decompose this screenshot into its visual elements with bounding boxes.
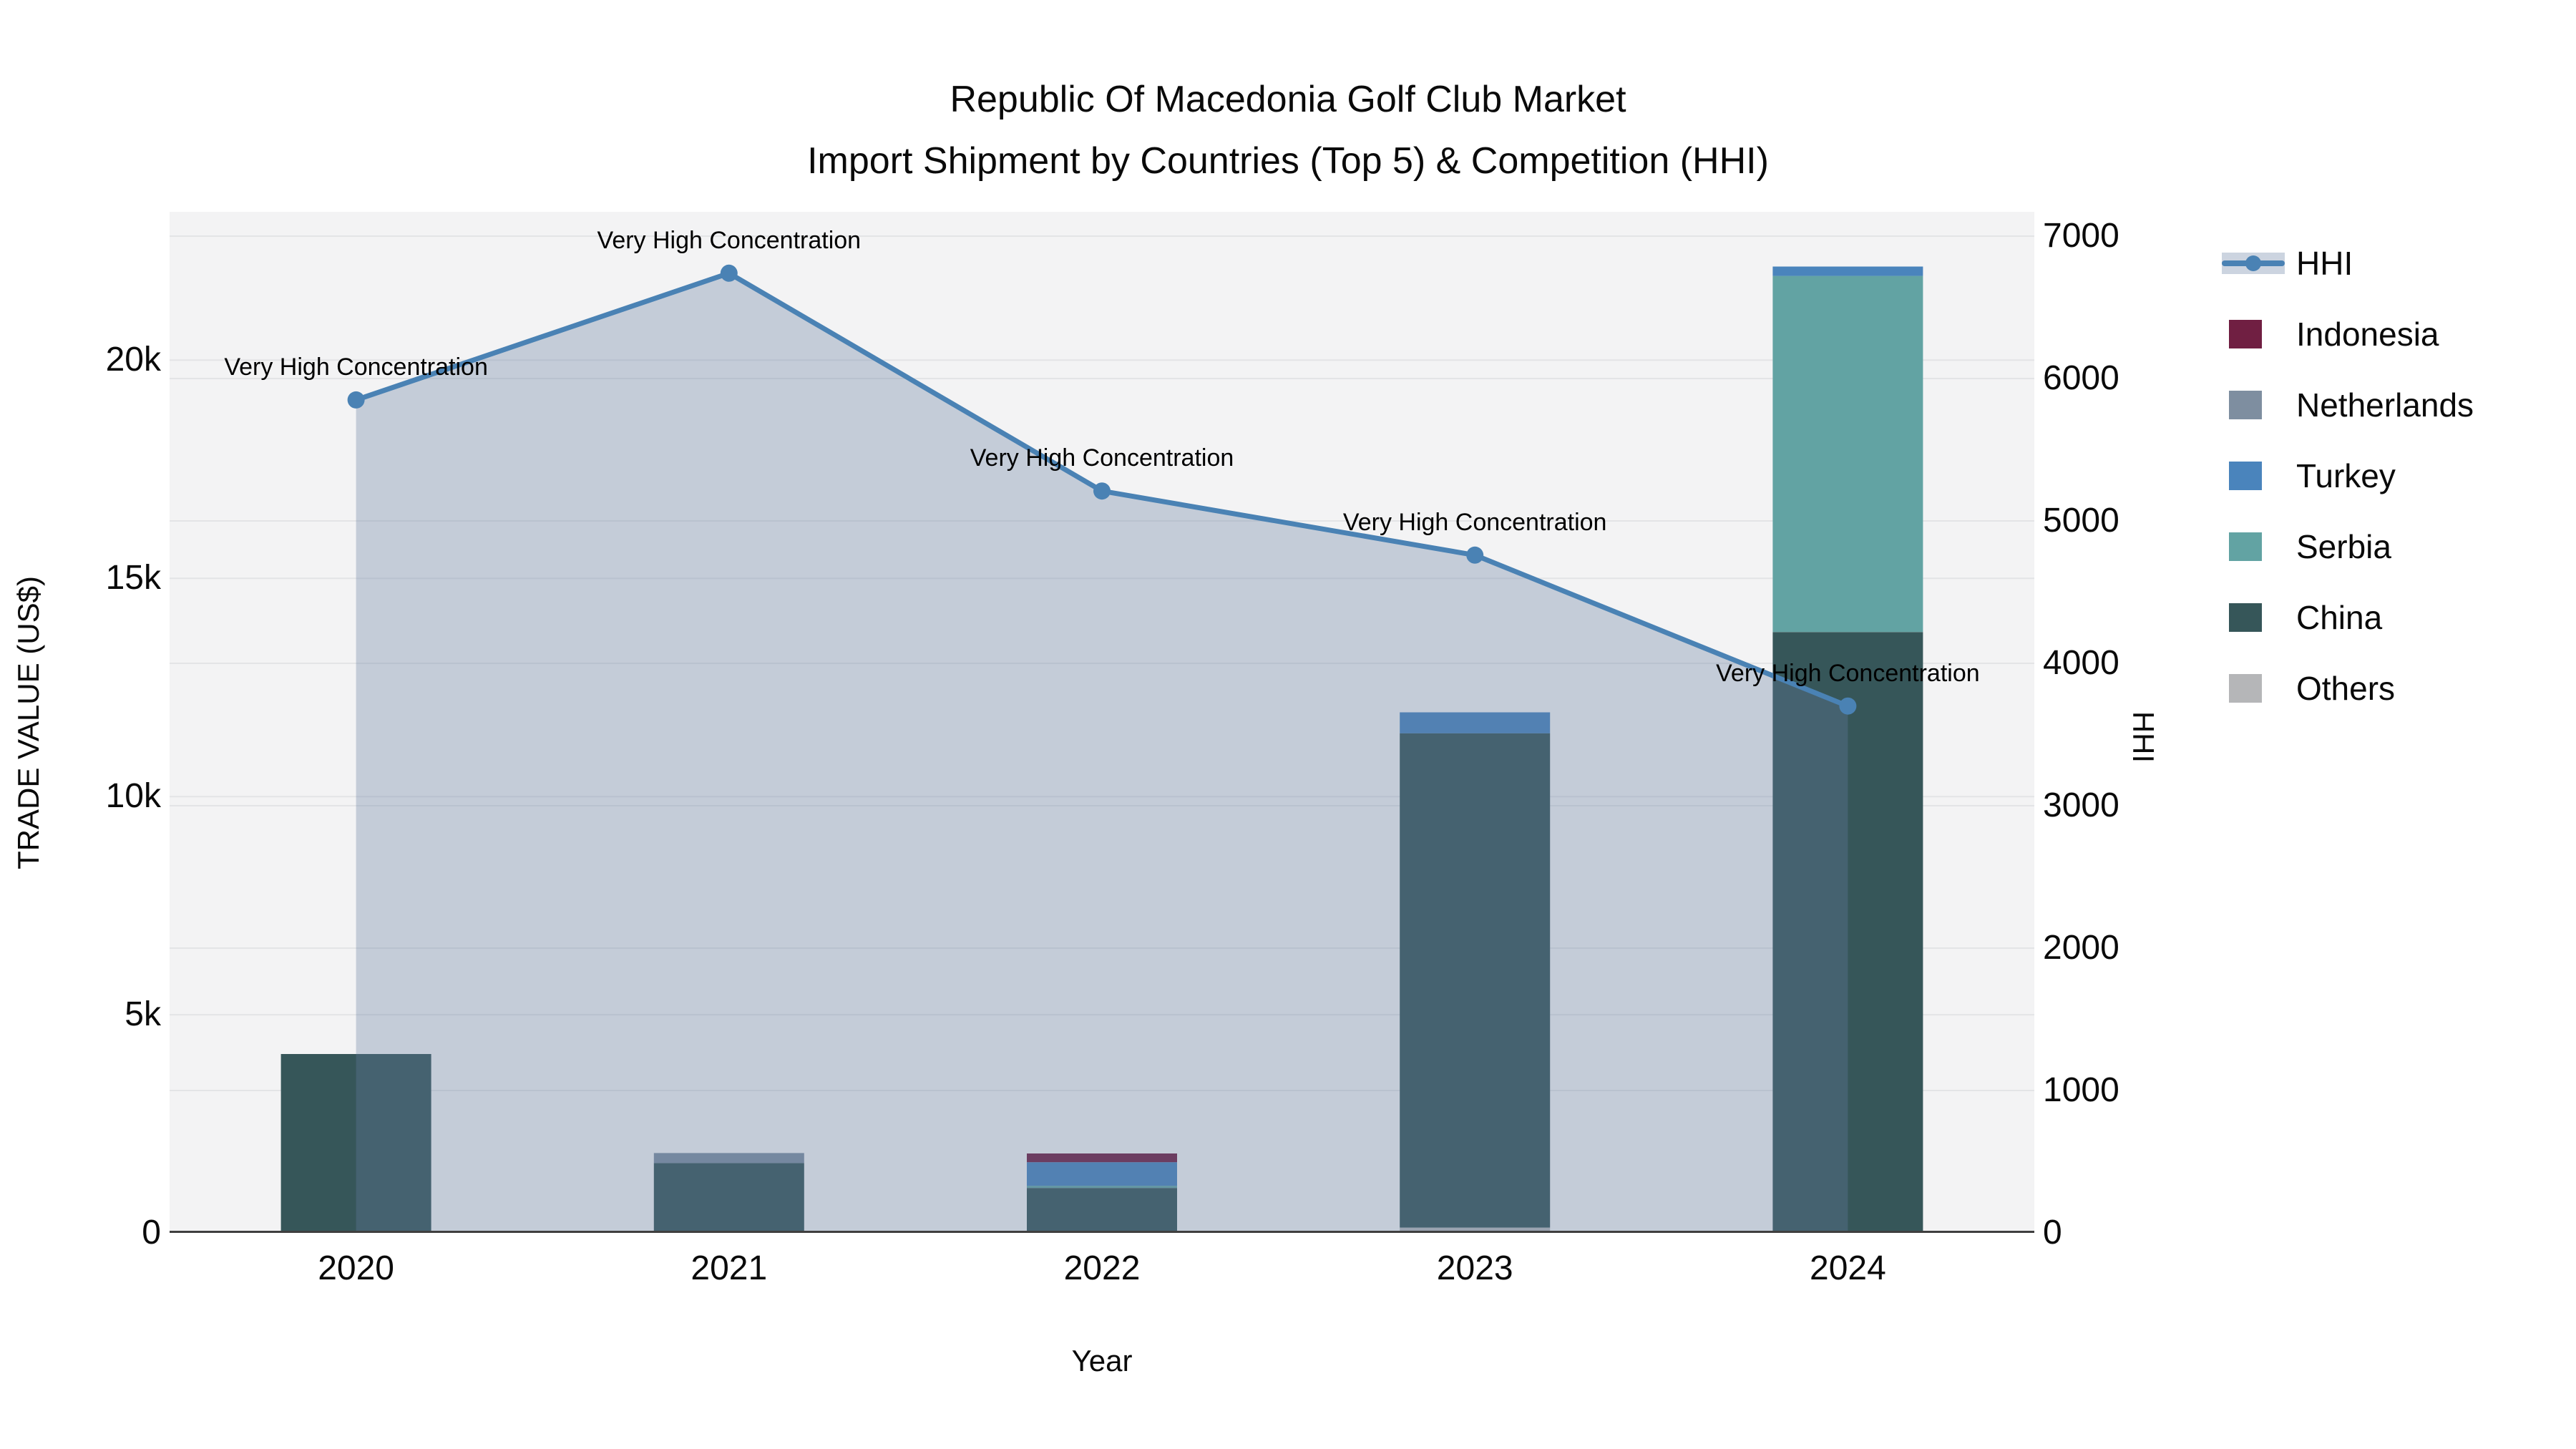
x-tick-2020: 2020 — [318, 1249, 394, 1287]
china-swatch-icon — [2222, 601, 2288, 634]
annotation-2020: Very High Concentration — [224, 353, 488, 381]
hhi-marker-glyph — [2245, 255, 2261, 271]
annotation-2022: Very High Concentration — [970, 444, 1234, 472]
legend-label-others: Others — [2296, 669, 2396, 707]
china-color-box — [2229, 602, 2262, 632]
chart-title-line1: Republic Of Macedonia Golf Club Market — [950, 79, 1626, 120]
indonesia-color-box — [2229, 319, 2262, 348]
legend-label-indonesia: Indonesia — [2296, 315, 2439, 353]
left-tick-15k: 15k — [105, 559, 161, 597]
bar-segment-china-2022[interactable] — [1027, 1188, 1177, 1233]
right-tick-4000: 4000 — [2043, 644, 2119, 683]
bar-segment-turkey-2022[interactable] — [1027, 1162, 1177, 1186]
annotation-2021: Very High Concentration — [597, 226, 862, 254]
bar-segment-turkey-2024[interactable] — [1772, 266, 1923, 276]
legend-label-turkey: Turkey — [2296, 457, 2396, 494]
hhi-area-fill — [356, 273, 1848, 1233]
legend-item-hhi[interactable]: HHI — [2222, 228, 2565, 298]
x-tick-2022: 2022 — [1063, 1249, 1141, 1287]
bar-segment-netherlands-2021[interactable] — [653, 1153, 804, 1163]
indonesia-swatch-icon — [2222, 318, 2288, 351]
legend-item-others[interactable]: Others — [2222, 653, 2565, 723]
x-tick-2023: 2023 — [1436, 1249, 1513, 1287]
bar-segment-china-2024[interactable] — [1772, 632, 1923, 1233]
legend: HHI Indonesia Netherlands Turkey Serbia China… — [2222, 228, 2565, 723]
x-axis-title: Year — [1071, 1344, 1133, 1377]
bar-segment-china-2020[interactable] — [280, 1054, 431, 1233]
legend-item-indonesia[interactable]: Indonesia — [2222, 298, 2565, 369]
left-tick-0: 0 — [142, 1214, 161, 1252]
hhi-marker-2023[interactable] — [1466, 546, 1484, 564]
right-tick-6000: 6000 — [2043, 359, 2119, 398]
hhi-marker-2024[interactable] — [1839, 697, 1857, 715]
plot-canvas — [170, 235, 2034, 1233]
x-tick-2024: 2024 — [1810, 1249, 1886, 1287]
right-tick-7000: 7000 — [2043, 217, 2119, 255]
bar-segment-china-2021[interactable] — [653, 1163, 804, 1233]
x-tick-2021: 2021 — [691, 1249, 768, 1287]
others-swatch-icon — [2222, 672, 2288, 705]
bar-segment-turkey-2023[interactable] — [1400, 712, 1551, 733]
legend-label-hhi: HHI — [2296, 244, 2353, 282]
serbia-swatch-icon — [2222, 530, 2288, 563]
bar-segment-china-2023[interactable] — [1400, 733, 1551, 1228]
turkey-color-box — [2229, 461, 2262, 490]
legend-item-serbia[interactable]: Serbia — [2222, 511, 2565, 582]
right-tick-5000: 5000 — [2043, 502, 2119, 540]
hhi-marker-2020[interactable] — [347, 391, 365, 409]
left-tick-10k: 10k — [105, 777, 161, 816]
chart-title-line2: Import Shipment by Countries (Top 5) & C… — [807, 140, 1769, 182]
chart-title: Republic Of Macedonia Golf Club Market I… — [0, 69, 2576, 192]
legend-label-china: China — [2296, 598, 2383, 636]
legend-item-netherlands[interactable]: Netherlands — [2222, 369, 2565, 440]
legend-label-serbia: Serbia — [2296, 527, 2391, 565]
netherlands-swatch-icon — [2222, 389, 2288, 421]
plot-area — [170, 212, 2034, 1233]
right-tick-1000: 1000 — [2043, 1071, 2119, 1109]
bar-segment-indonesia-2022[interactable] — [1027, 1153, 1177, 1163]
right-tick-0: 0 — [2043, 1214, 2062, 1252]
serbia-color-box — [2229, 532, 2262, 561]
turkey-swatch-icon — [2222, 459, 2288, 492]
hhi-marker-2022[interactable] — [1093, 482, 1111, 500]
left-axis-title: TRADE VALUE (US$) — [11, 576, 45, 869]
annotation-2023: Very High Concentration — [1342, 508, 1607, 536]
right-axis-title: HHI — [2127, 711, 2160, 763]
right-tick-3000: 3000 — [2043, 786, 2119, 824]
bar-segment-serbia-2022[interactable] — [1027, 1186, 1177, 1189]
hhi-line-swatch-icon — [2222, 247, 2288, 280]
annotation-2024: Very High Concentration — [1716, 659, 1980, 687]
bar-segment-serbia-2024[interactable] — [1772, 275, 1923, 633]
bar-segment-others-2023[interactable] — [1400, 1227, 1551, 1233]
legend-label-netherlands: Netherlands — [2296, 386, 2474, 424]
left-tick-5k: 5k — [125, 995, 161, 1034]
right-tick-2000: 2000 — [2043, 929, 2119, 967]
legend-item-turkey[interactable]: Turkey — [2222, 440, 2565, 511]
legend-item-china[interactable]: China — [2222, 582, 2565, 653]
netherlands-color-box — [2229, 390, 2262, 419]
hhi-marker-2021[interactable] — [720, 264, 738, 282]
others-color-box — [2229, 673, 2262, 703]
left-tick-20k: 20k — [105, 341, 161, 379]
